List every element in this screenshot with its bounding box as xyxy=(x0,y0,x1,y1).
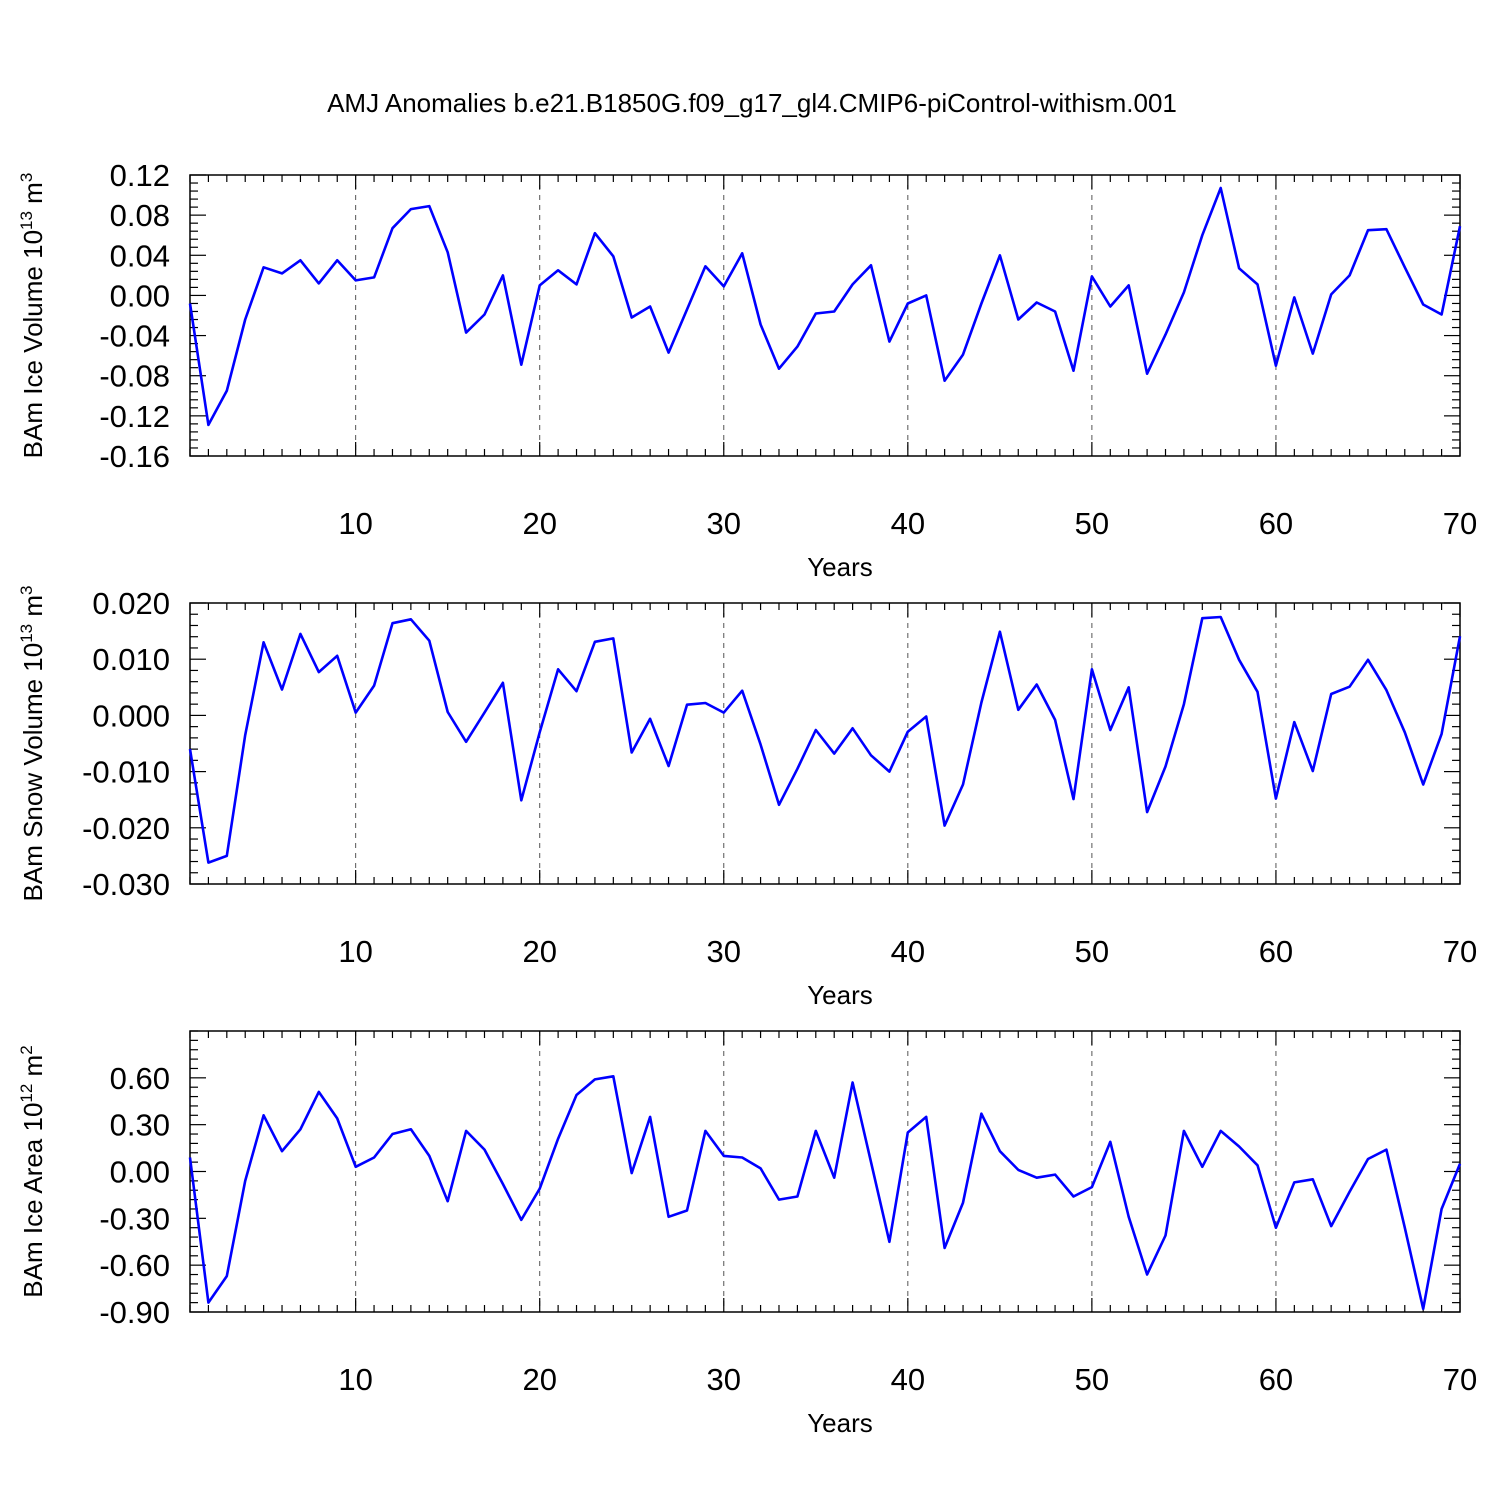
x-tick-label: 20 xyxy=(522,506,556,541)
x-tick-label: 20 xyxy=(522,934,556,969)
y-tick-label: 0.00 xyxy=(110,278,170,313)
x-tick-label: 50 xyxy=(1075,1362,1109,1397)
y-tick-label: -0.020 xyxy=(82,811,170,846)
panel-3: -0.90 -0.60 -0.30 0.00 0.30 0.60 10 20 30 40 50 60 7… xyxy=(17,1030,1477,1438)
x-tick-label: 70 xyxy=(1443,506,1477,541)
y-tick-label: 0.010 xyxy=(92,642,170,677)
x-tick-label: 20 xyxy=(522,1362,556,1397)
x-tick-label: 60 xyxy=(1259,1362,1293,1397)
x-tick-label: 10 xyxy=(338,1362,372,1397)
y-tick-label: -0.30 xyxy=(99,1201,170,1236)
plot-frame xyxy=(189,174,1461,457)
y-tick-label: 0.04 xyxy=(110,238,170,273)
plot-frame xyxy=(189,1030,1461,1313)
y-axis-label: BAm Ice Volume 1013 m3 xyxy=(17,173,48,459)
y-tick-label: -0.60 xyxy=(99,1248,170,1283)
panel-1: -0.16 -0.12 -0.08 -0.04 0.00 0.04 0.08 0.12 10 20… xyxy=(17,158,1477,582)
x-tick-label: 40 xyxy=(891,506,925,541)
y-tick-label: -0.04 xyxy=(99,319,170,354)
x-tick-label: 40 xyxy=(891,1362,925,1397)
panel-2: -0.030 -0.020 -0.010 0.000 0.010 0.020 10 20 30 4… xyxy=(17,586,1477,1010)
x-tick-label: 60 xyxy=(1259,506,1293,541)
x-tick-label: 50 xyxy=(1075,934,1109,969)
y-tick-label: 0.00 xyxy=(110,1155,170,1190)
y-tick-label: -0.90 xyxy=(99,1295,170,1330)
series-line xyxy=(188,1075,1462,1311)
plot-frame xyxy=(189,602,1461,885)
x-axis-label: Years xyxy=(807,1408,873,1438)
x-axis-label: Years xyxy=(807,552,873,582)
x-tick-label: 70 xyxy=(1443,934,1477,969)
y-tick-label: -0.16 xyxy=(99,439,170,474)
y-tick-label: -0.12 xyxy=(99,399,170,434)
y-axis-label: BAm Snow Volume 1013 m3 xyxy=(17,586,48,902)
panels: -0.16 -0.12 -0.08 -0.04 0.00 0.04 0.08 0.12 10 20… xyxy=(17,158,1477,1438)
series-line xyxy=(188,186,1462,427)
y-axis-label: BAm Ice Area 1012 m2 xyxy=(17,1045,48,1297)
y-tick-label: 0.08 xyxy=(110,198,170,233)
x-tick-label: 60 xyxy=(1259,934,1293,969)
figure-title: AMJ Anomalies b.e21.B1850G.f09_g17_gl4.C… xyxy=(327,88,1177,118)
x-tick-label: 70 xyxy=(1443,1362,1477,1397)
x-tick-label: 30 xyxy=(707,1362,741,1397)
y-tick-label: -0.010 xyxy=(82,755,170,790)
x-tick-label: 10 xyxy=(338,506,372,541)
x-tick-label: 40 xyxy=(891,934,925,969)
y-tick-label: 0.000 xyxy=(92,698,170,733)
x-tick-label: 50 xyxy=(1075,506,1109,541)
x-tick-label: 30 xyxy=(707,934,741,969)
x-tick-label: 30 xyxy=(707,506,741,541)
y-tick-label: -0.08 xyxy=(99,359,170,394)
y-tick-label: 0.60 xyxy=(110,1061,170,1096)
y-tick-label: 0.30 xyxy=(110,1108,170,1143)
y-tick-label: 0.12 xyxy=(110,158,170,193)
x-tick-label: 10 xyxy=(338,934,372,969)
x-axis-label: Years xyxy=(807,980,873,1010)
series-line xyxy=(188,615,1462,864)
y-tick-label: 0.020 xyxy=(92,586,170,621)
y-tick-label: -0.030 xyxy=(82,867,170,902)
